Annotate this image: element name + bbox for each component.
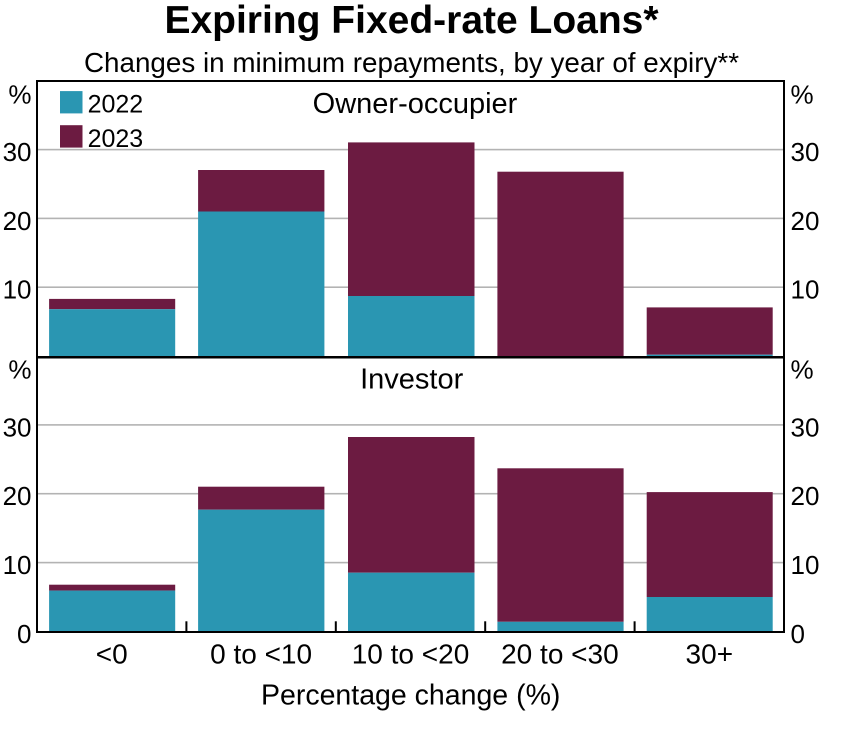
svg-text:%: % bbox=[791, 80, 814, 110]
svg-text:0: 0 bbox=[17, 619, 31, 649]
svg-text:Percentage change (%): Percentage change (%) bbox=[261, 680, 560, 712]
svg-text:10: 10 bbox=[3, 550, 32, 580]
svg-text:0 to <10: 0 to <10 bbox=[210, 639, 312, 670]
svg-text:10: 10 bbox=[3, 275, 32, 305]
svg-text:<0: <0 bbox=[96, 639, 128, 670]
svg-text:Changes in minimum repayments,: Changes in minimum repayments, by year o… bbox=[84, 47, 739, 78]
svg-text:20: 20 bbox=[791, 481, 820, 511]
svg-text:Owner-occupier: Owner-occupier bbox=[313, 88, 518, 120]
svg-text:20 to <30: 20 to <30 bbox=[501, 639, 619, 670]
svg-text:2022: 2022 bbox=[88, 91, 144, 119]
svg-text:Expiring Fixed-rate Loans*: Expiring Fixed-rate Loans* bbox=[164, 0, 659, 42]
svg-text:30: 30 bbox=[791, 137, 820, 167]
svg-text:%: % bbox=[8, 80, 31, 110]
svg-text:%: % bbox=[791, 355, 814, 385]
svg-text:30: 30 bbox=[3, 412, 32, 442]
svg-text:10: 10 bbox=[791, 275, 820, 305]
svg-text:10: 10 bbox=[791, 550, 820, 580]
svg-text:30: 30 bbox=[791, 412, 820, 442]
svg-text:0: 0 bbox=[791, 619, 805, 649]
svg-text:20: 20 bbox=[3, 206, 32, 236]
svg-text:30: 30 bbox=[3, 137, 32, 167]
svg-text:20: 20 bbox=[3, 481, 32, 511]
svg-text:2023: 2023 bbox=[88, 125, 144, 153]
svg-text:20: 20 bbox=[791, 206, 820, 236]
svg-text:Investor: Investor bbox=[360, 363, 463, 395]
svg-text:30+: 30+ bbox=[686, 639, 734, 670]
svg-text:%: % bbox=[8, 355, 31, 385]
svg-text:10 to <20: 10 to <20 bbox=[352, 639, 470, 670]
